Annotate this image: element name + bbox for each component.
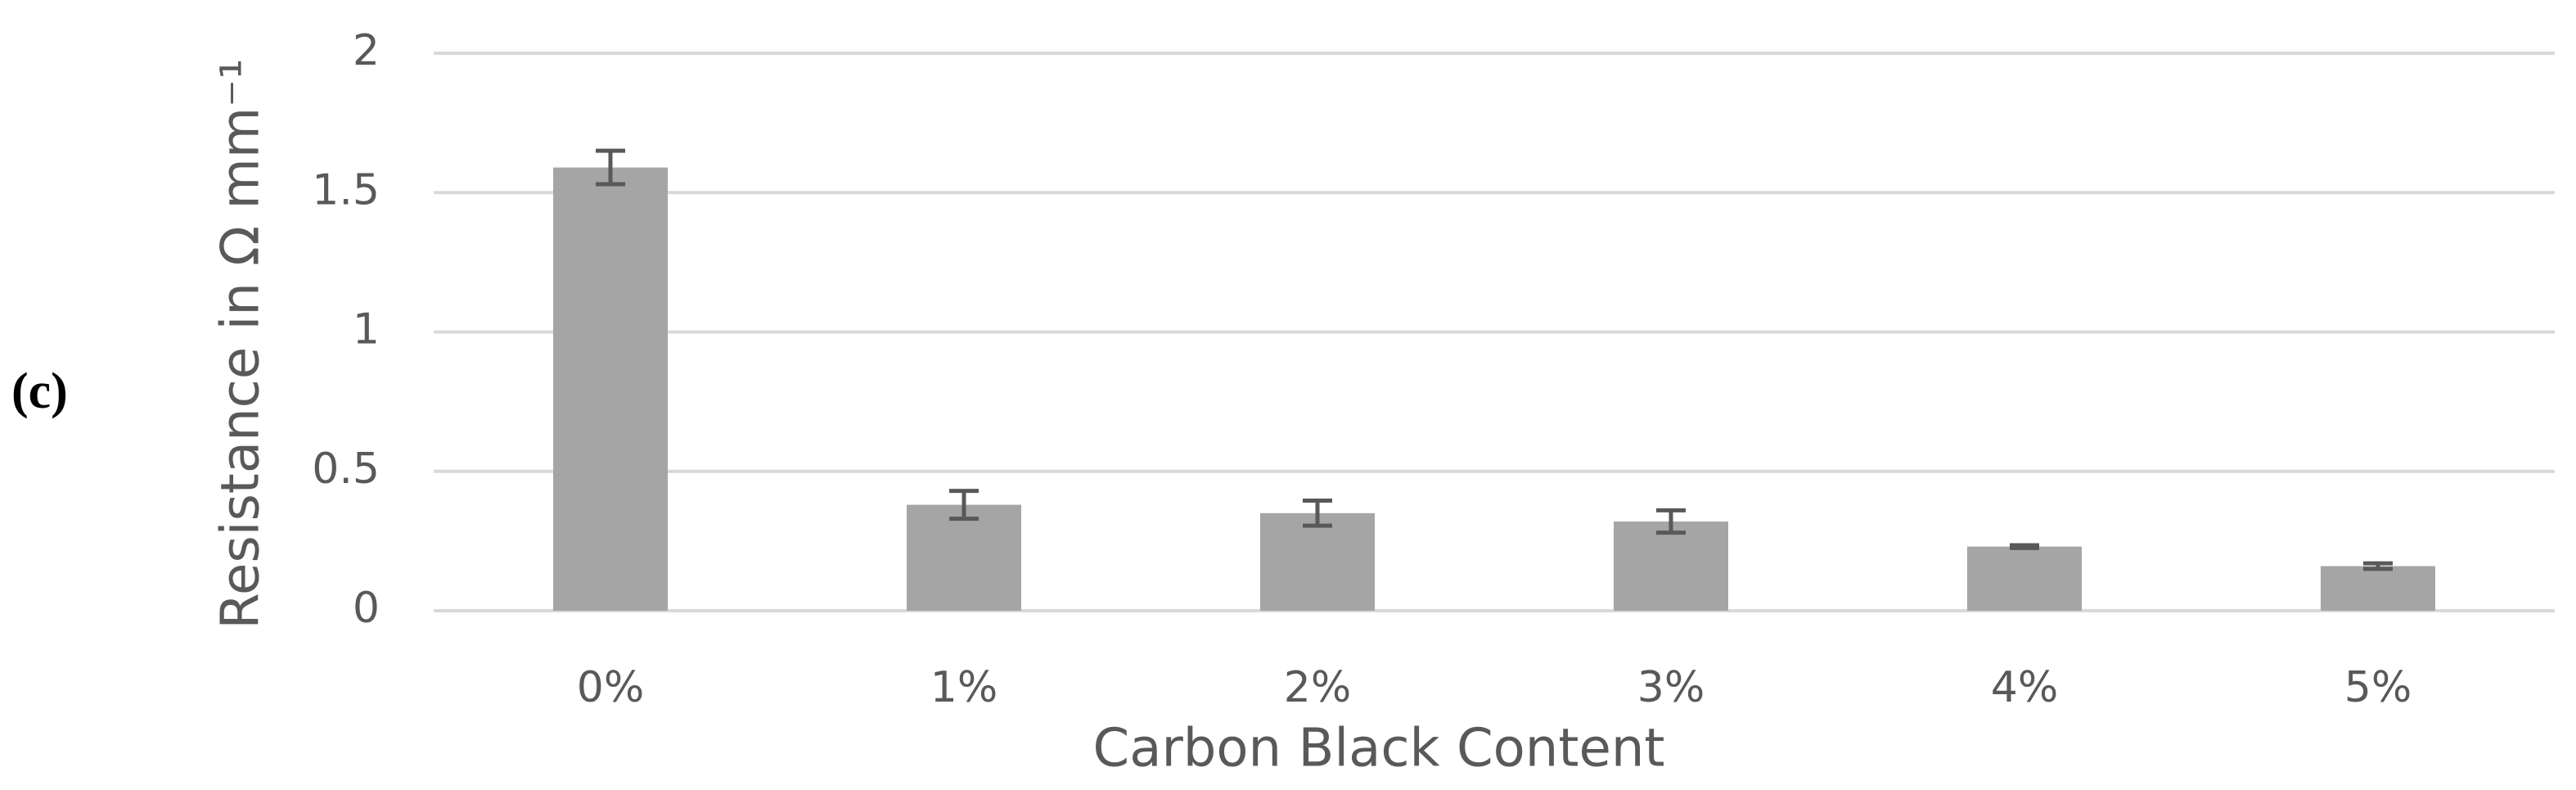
bar (1260, 512, 1375, 611)
y-axis-title: Resistance in Ω mm⁻¹ (211, 58, 272, 629)
x-tick-label: 4% (1991, 663, 2059, 712)
y-tick-label: 0 (353, 584, 380, 633)
bar (2321, 566, 2435, 611)
x-axis-title: Carbon Black Content (1093, 719, 1665, 779)
bar (553, 167, 668, 612)
x-tick-label: 1% (930, 663, 998, 712)
y-tick-label: 1.5 (312, 165, 380, 214)
bar (907, 504, 1021, 611)
x-tick-label: 3% (1637, 663, 1705, 712)
error-bar (1303, 499, 1332, 528)
error-bar (596, 148, 625, 187)
x-tick-label: 5% (2344, 663, 2412, 712)
y-tick-label: 1 (353, 305, 380, 354)
bar (1967, 546, 2082, 611)
x-tick-label: 0% (577, 663, 645, 712)
error-bar (1656, 508, 1686, 535)
error-bar (949, 489, 979, 521)
y-tick-label: 0.5 (312, 445, 380, 494)
bar (1614, 521, 1728, 611)
x-tick-label: 2% (1284, 663, 1352, 712)
panel-label: (c) (11, 363, 68, 419)
error-bar (2363, 561, 2393, 571)
y-tick-label: 2 (353, 26, 380, 75)
error-bar (2010, 543, 2039, 550)
